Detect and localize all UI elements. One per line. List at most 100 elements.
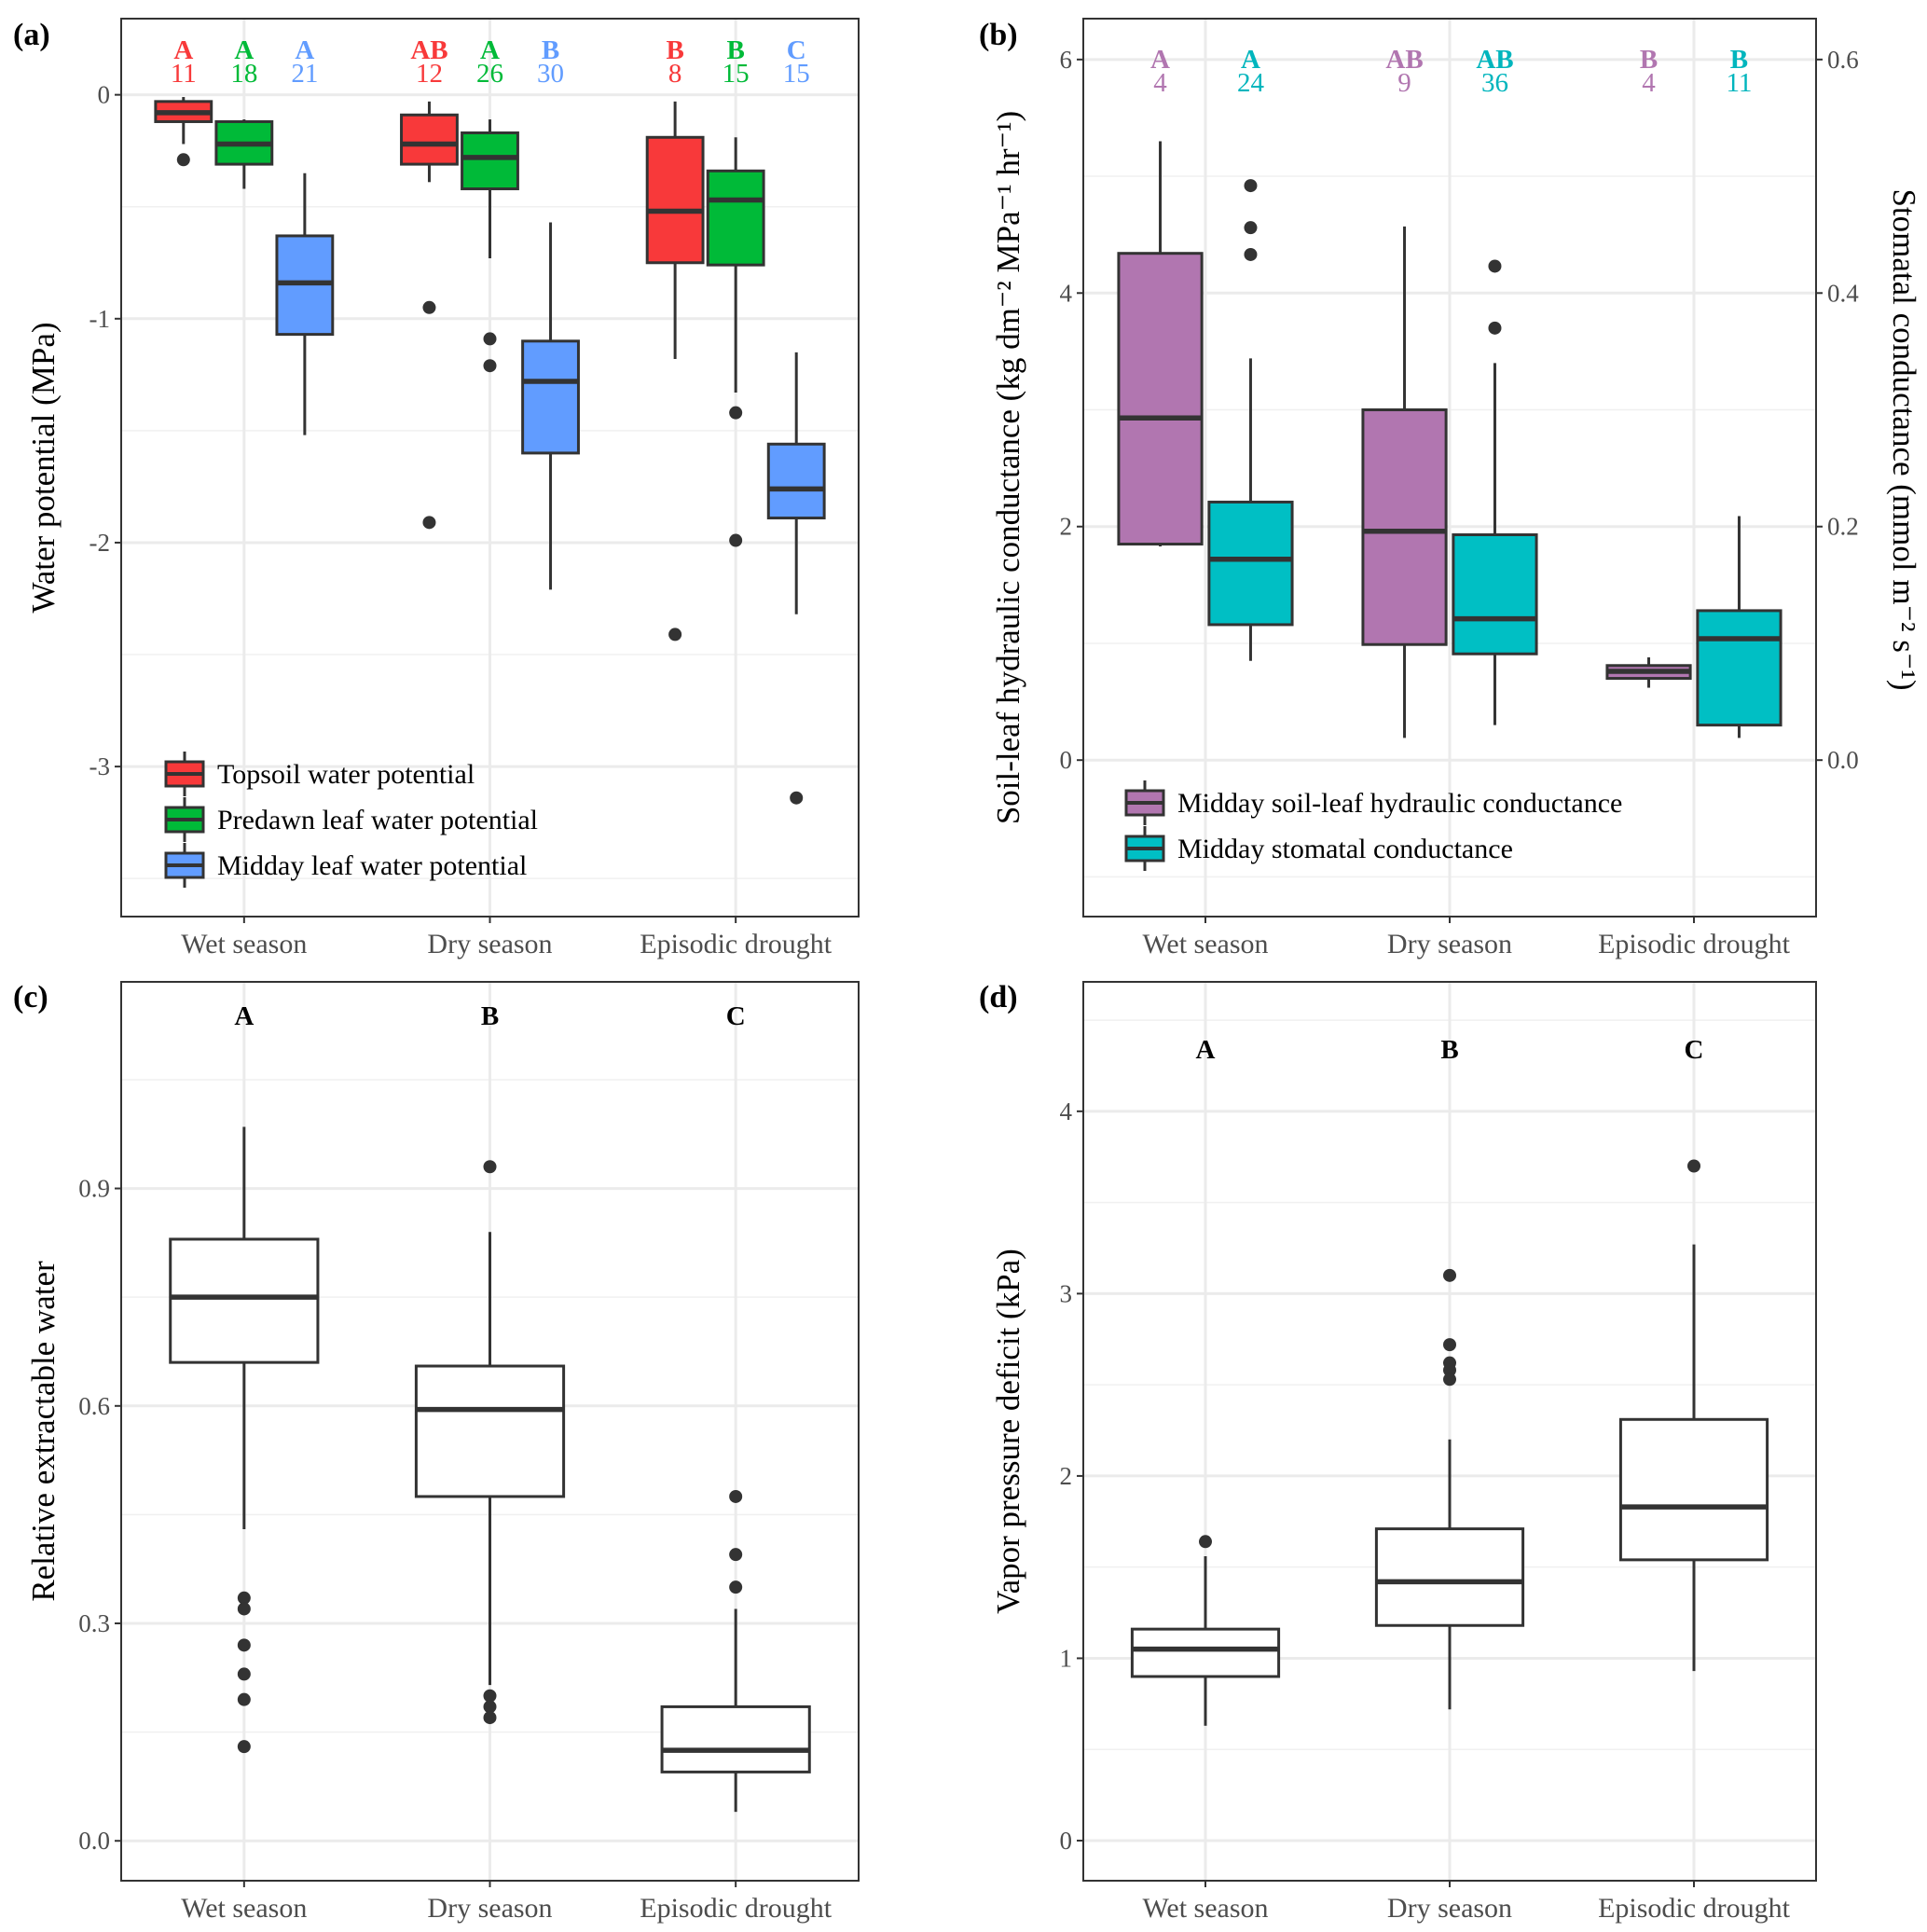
legend-item-predawn-leaf-water-potential: Predawn leaf water potential — [164, 797, 538, 842]
sample-count: 11 — [1727, 68, 1753, 98]
box-predawn-leaf-water-potential-episodic-drought: B15 — [706, 35, 765, 547]
box-vapor-pressure-deficit-episodic-drought: C — [1618, 1035, 1769, 1672]
box-topsoil-water-potential-wet-season: A11 — [154, 35, 213, 167]
panel-label: (c) — [13, 980, 48, 1014]
legend: Topsoil water potential Predawn leaf wate… — [164, 752, 538, 888]
y-tick-label: 0.3 — [78, 1609, 110, 1637]
box-midday-soil-leaf-hydraulic-conductance-episodic-drought: B4 — [1605, 45, 1692, 688]
box-midday-leaf-water-potential-episodic-drought: C15 — [766, 35, 826, 805]
box-iqr — [1696, 609, 1782, 727]
outlier-point — [483, 332, 497, 346]
outlier-point — [1443, 1268, 1456, 1282]
outlier-point — [422, 300, 436, 314]
y-tick-label: 0.0 — [78, 1827, 110, 1855]
box-midday-leaf-water-potential-wet-season: A21 — [275, 35, 335, 435]
box-iqr — [766, 442, 826, 520]
outlier-point — [237, 1692, 251, 1706]
box-iqr — [660, 1704, 811, 1773]
legend-label: Midday stomatal conductance — [1177, 834, 1513, 864]
sample-count: 12 — [416, 59, 443, 89]
sample-count: 11 — [171, 59, 197, 89]
sample-count: 24 — [1237, 68, 1265, 98]
box-iqr — [1207, 500, 1294, 627]
legend-item-midday-leaf-water-potential: Midday leaf water potential — [164, 843, 527, 888]
panel-a: (a) A11AB12B8A18A26B15A21B30C150-1-2-3Wet… — [13, 18, 860, 959]
y-tick-label: 1 — [1060, 1644, 1073, 1672]
y-tick-label: 2 — [1060, 513, 1073, 541]
outlier-point — [1687, 1159, 1700, 1173]
x-tick-label: Wet season — [1142, 929, 1268, 959]
legend-item-midday-stomatal-conductance: Midday stomatal conductance — [1124, 826, 1513, 871]
x-tick-label: Episodic drought — [640, 929, 832, 959]
y-tick-label: 2 — [1060, 1462, 1073, 1490]
outlier-point — [729, 1580, 743, 1594]
outlier-point — [237, 1740, 251, 1754]
outlier-point — [237, 1602, 251, 1616]
y-right-tick-label: 0.4 — [1827, 279, 1859, 307]
outlier-point — [1244, 179, 1258, 193]
legend: Midday soil-leaf hydraulic conductance Mi… — [1124, 780, 1622, 871]
outlier-point — [1244, 221, 1258, 235]
outlier-point — [1488, 321, 1502, 335]
box-iqr — [1618, 1417, 1769, 1562]
x-tick-label: Dry season — [427, 929, 552, 959]
box-iqr — [1117, 252, 1204, 546]
significance-letter: C — [726, 1001, 746, 1031]
y-axis-title: Relative extractable water — [25, 1261, 62, 1602]
significance-letter: AB — [1385, 45, 1423, 75]
sample-count: 15 — [783, 59, 810, 89]
sample-count: 26 — [476, 59, 503, 89]
y-tick-label: 4 — [1060, 1097, 1073, 1125]
outlier-point — [729, 1548, 743, 1562]
y-axis-title: Soil-leaf hydraulic conductance (kg dm⁻²… — [990, 111, 1026, 824]
sample-count: 9 — [1397, 68, 1411, 98]
significance-letter: B — [542, 35, 559, 65]
box-iqr — [169, 1237, 320, 1364]
sample-count: 30 — [537, 59, 564, 89]
legend-label: Topsoil water potential — [217, 759, 475, 790]
y-tick-label: -3 — [89, 752, 111, 780]
box-vapor-pressure-deficit-dry-season: B — [1374, 1035, 1525, 1710]
x-tick-label: Episodic drought — [1598, 929, 1790, 959]
significance-letter: C — [787, 35, 806, 65]
outlier-point — [237, 1591, 251, 1605]
outlier-point — [1443, 1373, 1456, 1387]
y-tick-label: -1 — [89, 305, 111, 333]
y-tick-label: 0.6 — [78, 1392, 110, 1420]
significance-letter: A — [295, 35, 314, 65]
significance-letter: A — [234, 1001, 254, 1031]
box-predawn-leaf-water-potential-dry-season: A26 — [461, 35, 519, 373]
box-iqr — [414, 1364, 566, 1498]
panel-c: (c) A B C 0.0 0.3 0.6 0.9 Wet season Dry season Ep… — [13, 980, 860, 1924]
y-tick-label: 0.9 — [78, 1175, 110, 1203]
box-iqr — [400, 113, 459, 166]
significance-letter: AB — [410, 35, 447, 65]
sample-count: 36 — [1481, 68, 1508, 98]
panel-label: (b) — [979, 18, 1018, 52]
box-midday-stomatal-conductance-wet-season: A24 — [1207, 45, 1294, 661]
y-axis-title: Water potential (MPa) — [25, 322, 62, 613]
box-iqr — [1374, 1527, 1525, 1627]
outlier-point — [483, 1160, 497, 1174]
box-topsoil-water-potential-episodic-drought: B8 — [645, 35, 705, 642]
significance-letter: B — [726, 35, 744, 65]
significance-letter: AB — [1476, 45, 1513, 75]
sample-count: 4 — [1153, 68, 1167, 98]
box-iqr — [645, 135, 705, 265]
significance-letter: B — [666, 35, 683, 65]
x-tick-label: Dry season — [427, 1893, 552, 1924]
outlier-point — [729, 406, 743, 420]
box-iqr — [1452, 533, 1538, 656]
significance-letter: A — [234, 35, 254, 65]
outlier-point — [483, 1711, 497, 1725]
significance-letter: B — [1440, 1035, 1458, 1065]
y-tick-label: 6 — [1060, 46, 1073, 74]
outlier-point — [1199, 1535, 1212, 1549]
outlier-point — [422, 516, 436, 530]
outlier-point — [237, 1638, 251, 1652]
significance-letter: B — [1640, 45, 1658, 75]
significance-letter: A — [1196, 1035, 1216, 1065]
